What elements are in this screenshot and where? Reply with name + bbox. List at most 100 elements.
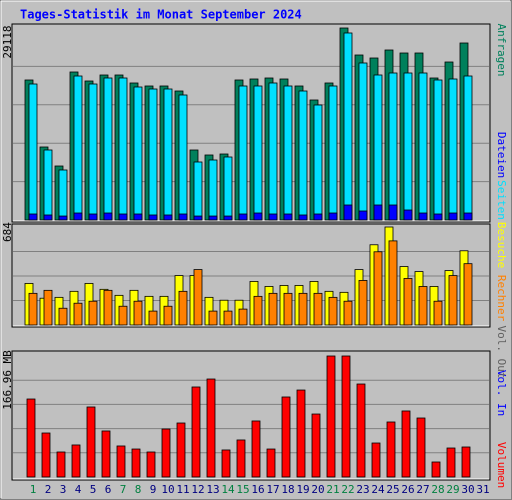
x-tick-label: 6 [105,483,112,496]
bar [266,448,276,478]
bar [193,215,203,221]
bar [373,204,383,221]
bar [178,290,188,326]
x-tick-label: 28 [431,483,444,496]
bar [148,214,158,221]
bar [418,72,428,221]
bar [116,445,126,478]
x-tick-label: 30 [461,483,474,496]
bar [73,75,83,221]
y-tick-label: 684 [1,222,14,242]
bar [311,413,321,478]
bar [238,308,248,326]
bar [41,432,51,478]
bar [446,447,456,478]
x-tick-label: 23 [356,483,369,496]
bar [73,212,83,221]
bar [296,389,306,478]
bar [148,88,158,221]
bar [43,289,53,326]
bar [403,278,413,326]
x-tick-label: 12 [191,483,204,496]
bar [163,305,173,326]
bar [163,88,173,221]
x-tick-label: 10 [161,483,174,496]
bar [388,72,398,221]
legend-entry: Seiten [495,180,508,220]
bar [401,410,411,478]
bar [223,310,233,326]
bar [328,85,338,221]
bar [373,74,383,221]
x-tick-label: 19 [296,483,309,496]
bar [431,461,441,478]
x-tick-label: 4 [75,483,82,496]
bar [43,214,53,221]
x-tick-label: 15 [236,483,249,496]
bar [208,310,218,326]
y-tick-label: 166.96 MB [1,350,14,410]
bar [433,300,443,326]
x-tick-label: 5 [90,483,97,496]
bar [416,417,426,478]
bar [206,378,216,478]
bar [283,213,293,221]
x-tick-label: 8 [135,483,142,496]
x-tick-label: 2 [45,483,52,496]
bar [103,289,113,326]
legend-entry: Volumen [495,442,508,488]
bar [268,82,278,221]
bar [463,263,473,326]
bar [341,355,351,478]
bar [448,78,458,221]
x-tick-label: 11 [176,483,189,496]
bar [253,212,263,221]
bar [268,292,278,326]
legend-entry: Vol. Out [495,326,508,379]
x-tick-label: 3 [60,483,67,496]
bar [56,451,66,478]
legend-entry: Anfragen [495,24,508,77]
bar [133,213,143,221]
x-tick-label: 26 [401,483,414,496]
bar [28,213,38,221]
bar [148,310,158,326]
bar [178,213,188,221]
bar [386,421,396,478]
bar [118,305,128,326]
bar [253,85,263,221]
x-tick-label: 7 [120,483,127,496]
bar [268,213,278,221]
bar [223,156,233,221]
bar [193,269,203,326]
bar [131,448,141,478]
bar [163,214,173,221]
bar [28,292,38,326]
bar [298,214,308,221]
bar [448,275,458,326]
bar [343,300,353,326]
bar [461,446,471,478]
bar [328,296,338,326]
bar [313,104,323,221]
x-tick-label: 21 [326,483,339,496]
bar [358,210,368,221]
bar [356,383,366,478]
bar [58,307,68,326]
bar [178,94,188,221]
x-tick-label: 20 [311,483,324,496]
bar [161,428,171,478]
bar [86,406,96,478]
bar [221,449,231,478]
bar [298,90,308,221]
bar [118,77,128,221]
legend-entry: Rechner [495,275,508,322]
bar [283,85,293,221]
bar [193,161,203,221]
x-tick-label: 18 [281,483,294,496]
bar [118,213,128,221]
bar [88,213,98,221]
y-tick-label: 29118 [1,25,14,58]
bar [313,213,323,221]
